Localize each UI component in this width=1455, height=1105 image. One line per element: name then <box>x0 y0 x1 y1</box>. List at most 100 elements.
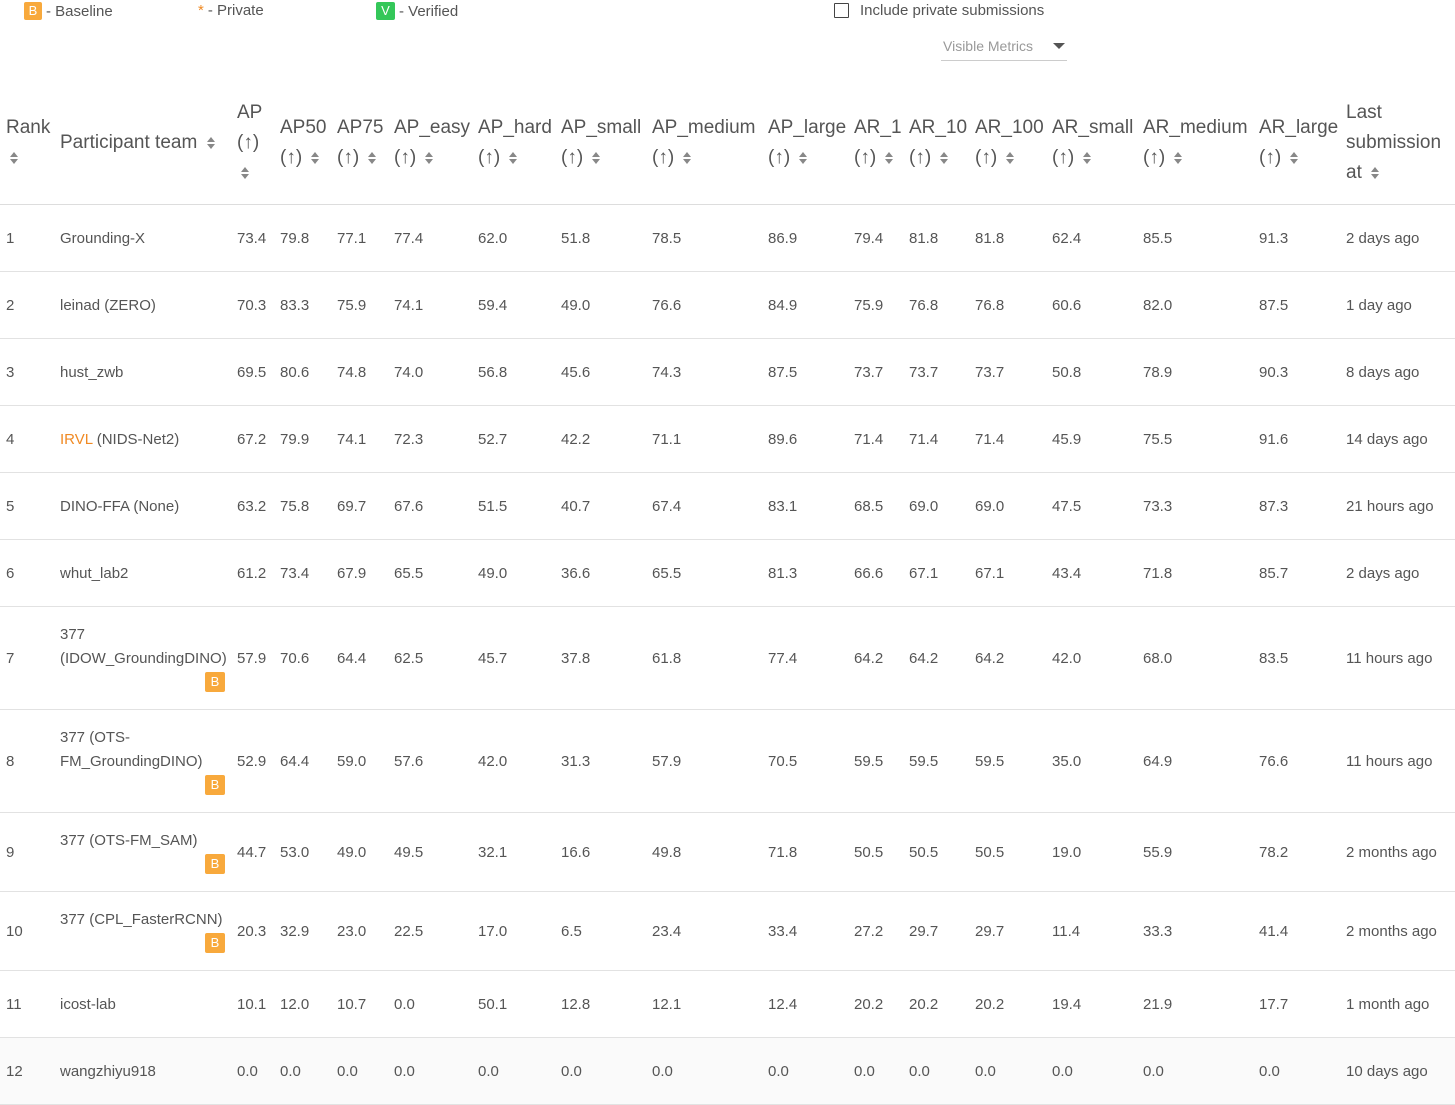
metric-cell-ar-10: 59.5 <box>903 709 969 813</box>
legend-baseline: B - Baseline <box>24 2 113 20</box>
column-header-ap-small[interactable]: AP_small (↑) <box>555 96 646 205</box>
metric-cell-ar-medium: 85.5 <box>1137 204 1253 272</box>
higher-better-arrow: (↑) <box>280 147 303 168</box>
column-header-ap50[interactable]: AP50 (↑) <box>274 96 331 205</box>
table-row: 5 DINO-FFA (None) 63.2 75.8 69.7 67.6 51.5 40.7… <box>0 472 1455 540</box>
column-header-ap-large[interactable]: AP_large (↑) <box>762 96 848 205</box>
sort-icon[interactable] <box>311 151 320 164</box>
metric-cell-ap-large: 0.0 <box>762 1037 848 1105</box>
sort-icon[interactable] <box>1083 151 1092 164</box>
sort-icon[interactable] <box>10 151 19 164</box>
column-header-ar-1[interactable]: AR_1 (↑) <box>848 96 903 205</box>
column-header-label: AP50 <box>280 117 327 138</box>
metric-cell-ap-easy: 57.6 <box>388 709 472 813</box>
sort-icon[interactable] <box>940 151 949 164</box>
metric-cell-ap-medium: 23.4 <box>646 891 762 971</box>
last-submission-cell: 1 day ago <box>1340 271 1455 339</box>
sort-icon[interactable] <box>241 166 250 179</box>
sort-icon[interactable] <box>592 151 601 164</box>
legend-verified: V - Verified <box>376 2 458 20</box>
metric-cell-ar-large: 87.3 <box>1253 472 1340 540</box>
column-header-ar-100[interactable]: AR_100 (↑) <box>969 96 1046 205</box>
column-header-last[interactable]: Last submission at <box>1340 96 1455 205</box>
baseline-badge-row: B <box>60 932 231 956</box>
metric-cell-ap75: 64.4 <box>331 606 388 710</box>
metric-cell-ap-hard: 59.4 <box>472 271 555 339</box>
last-submission-cell: 8 days ago <box>1340 338 1455 406</box>
legend: B - Baseline * - Private V - Verified <box>0 0 1455 28</box>
metric-cell-ar-medium: 33.3 <box>1137 891 1253 971</box>
baseline-badge-row: B <box>60 671 231 695</box>
higher-better-arrow: (↑) <box>561 147 584 168</box>
table-row: 2 leinad (ZERO) 70.3 83.3 75.9 74.1 59.4 49.0 76… <box>0 271 1455 339</box>
sort-icon[interactable] <box>683 151 692 164</box>
metric-cell-ap-small: 45.6 <box>555 338 646 406</box>
metric-cell-ap75: 69.7 <box>331 472 388 540</box>
rank-cell: 12 <box>0 1037 54 1105</box>
table-row: 10 377 (CPL_FasterRCNN) B 20.3 32.9 23.0 22.5 1… <box>0 891 1455 971</box>
team-cell: 377 (OTS-FM_SAM) B <box>54 812 231 892</box>
metric-cell-ap-medium: 76.6 <box>646 271 762 339</box>
metric-cell-ap: 67.2 <box>231 405 274 473</box>
metric-cell-ar-small: 60.6 <box>1046 271 1137 339</box>
sort-icon[interactable] <box>1290 151 1299 164</box>
include-private-checkbox[interactable] <box>834 3 849 18</box>
metric-cell-ap-small: 16.6 <box>555 812 646 892</box>
metric-cell-ap-easy: 0.0 <box>388 970 472 1038</box>
sort-icon[interactable] <box>509 151 518 164</box>
metric-cell-ap-small: 6.5 <box>555 891 646 971</box>
metric-cell-ap-medium: 12.1 <box>646 970 762 1038</box>
sort-icon[interactable] <box>799 151 808 164</box>
column-header-ar-10[interactable]: AR_10 (↑) <box>903 96 969 205</box>
sort-icon[interactable] <box>1371 166 1380 179</box>
metric-cell-ap-easy: 49.5 <box>388 812 472 892</box>
metric-cell-ar-medium: 21.9 <box>1137 970 1253 1038</box>
last-submission-cell: 2 days ago <box>1340 539 1455 607</box>
column-header-label: Participant team <box>60 132 198 153</box>
metric-cell-ap-small: 40.7 <box>555 472 646 540</box>
team-link[interactable]: IRVL <box>60 431 93 448</box>
column-header-label: AP_hard <box>478 117 552 138</box>
baseline-badge-row: B <box>60 774 231 798</box>
metric-cell-ar-medium: 55.9 <box>1137 812 1253 892</box>
column-header-ar-large[interactable]: AR_large (↑) <box>1253 96 1340 205</box>
metric-cell-ar-10: 64.2 <box>903 606 969 710</box>
metric-cell-ap50: 12.0 <box>274 970 331 1038</box>
metric-cell-ap-hard: 0.0 <box>472 1037 555 1105</box>
metric-cell-ap-easy: 0.0 <box>388 1037 472 1105</box>
metric-cell-ar-large: 91.6 <box>1253 405 1340 473</box>
column-header-ap[interactable]: AP (↑) <box>231 96 274 205</box>
column-header-rank[interactable]: Rank <box>0 96 54 205</box>
visible-metrics-select[interactable]: Visible Metrics <box>941 34 1067 61</box>
column-header-team[interactable]: Participant team <box>54 96 231 205</box>
metric-cell-ar-1: 68.5 <box>848 472 903 540</box>
metric-cell-ap-medium: 65.5 <box>646 539 762 607</box>
rank-cell: 1 <box>0 204 54 272</box>
column-header-ar-small[interactable]: AR_small (↑) <box>1046 96 1137 205</box>
sort-icon[interactable] <box>1006 151 1015 164</box>
column-header-ap-easy[interactable]: AP_easy (↑) <box>388 96 472 205</box>
sort-icon[interactable] <box>1174 151 1183 164</box>
baseline-badge: B <box>205 854 225 874</box>
column-header-ap-medium[interactable]: AP_medium (↑) <box>646 96 762 205</box>
include-private-label[interactable]: Include private submissions <box>860 2 1045 19</box>
baseline-badge: B <box>205 933 225 953</box>
team-cell: hust_zwb <box>54 338 231 406</box>
column-header-label: Last submission at <box>1346 102 1442 183</box>
sort-icon[interactable] <box>885 151 894 164</box>
metric-cell-ar-1: 27.2 <box>848 891 903 971</box>
higher-better-arrow: (↑) <box>1259 147 1282 168</box>
team-cell: 377 (OTS-FM_GroundingDINO) B <box>54 709 231 813</box>
column-header-ar-medium[interactable]: AR_medium (↑) <box>1137 96 1253 205</box>
column-header-ap75[interactable]: AP75 (↑) <box>331 96 388 205</box>
metric-cell-ar-1: 0.0 <box>848 1037 903 1105</box>
sort-icon[interactable] <box>368 151 377 164</box>
sort-icon[interactable] <box>206 136 216 149</box>
metric-cell-ar-100: 71.4 <box>969 405 1046 473</box>
last-submission-cell: 11 hours ago <box>1340 709 1455 813</box>
metric-cell-ar-small: 50.8 <box>1046 338 1137 406</box>
column-header-ap-hard[interactable]: AP_hard (↑) <box>472 96 555 205</box>
metric-cell-ar-10: 29.7 <box>903 891 969 971</box>
sort-icon[interactable] <box>425 151 434 164</box>
rank-cell: 4 <box>0 405 54 473</box>
